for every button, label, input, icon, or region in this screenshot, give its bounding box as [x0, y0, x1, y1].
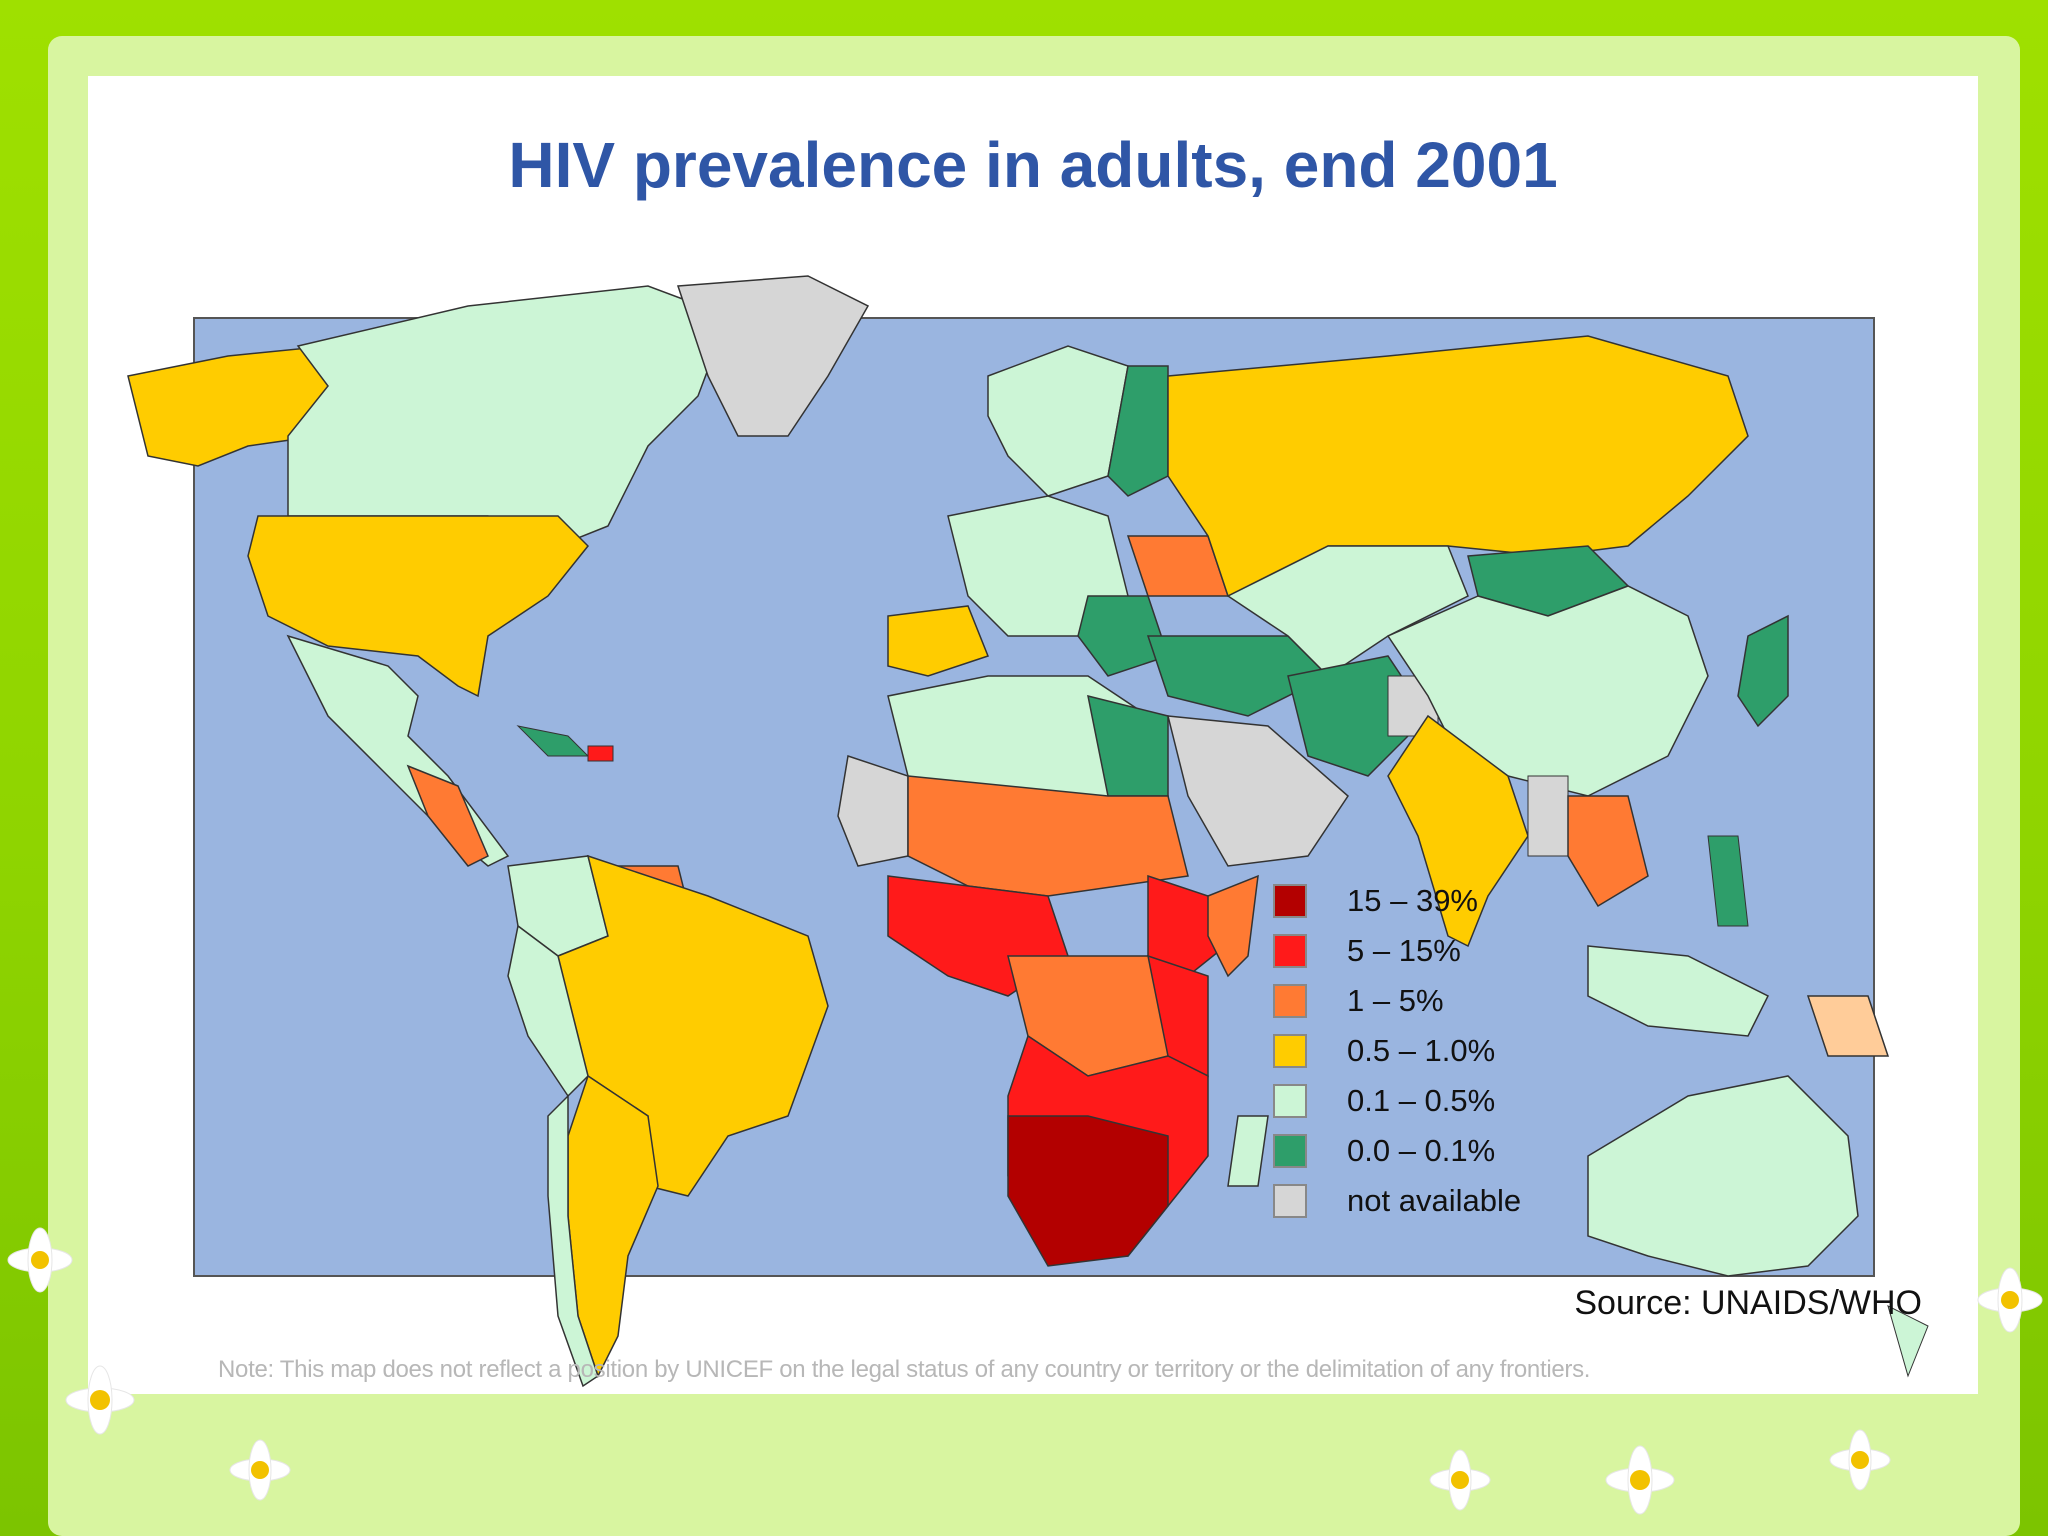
legend-swatch — [1273, 1084, 1307, 1118]
legend-label: 0.0 – 0.1% — [1347, 1133, 1496, 1168]
region-japan — [1737, 614, 1789, 728]
region-central-asia — [1226, 545, 1469, 677]
map-legend: 15 – 39% 5 – 15% 1 – 5% 0.5 – 1.0% 0.1 –… — [1273, 876, 1553, 1226]
legend-item: 0.5 – 1.0% — [1273, 1026, 1553, 1076]
region-philippines — [1707, 835, 1749, 927]
region-turkey-middle-east — [1146, 635, 1330, 717]
legend-swatch — [1273, 934, 1307, 968]
region-somalia — [1207, 874, 1259, 978]
legend-swatch — [1273, 884, 1307, 918]
region-india — [1387, 714, 1529, 948]
region-haiti — [587, 745, 614, 762]
legend-label: 5 – 15% — [1347, 933, 1461, 968]
region-madagascar — [1227, 1115, 1269, 1187]
source-credit: Source: UNAIDS/WHO — [1574, 1284, 1922, 1322]
legend-item: 0.0 – 0.1% — [1273, 1126, 1553, 1176]
region-finland-baltics — [1107, 365, 1169, 497]
legend-label: not available — [1347, 1183, 1522, 1218]
region-west-africa-na — [837, 755, 909, 867]
region-greenland — [676, 275, 870, 437]
region-arabia — [1167, 715, 1349, 867]
legend-item: 5 – 15% — [1273, 926, 1553, 976]
region-new-zealand — [1887, 1305, 1929, 1378]
region-myanmar — [1527, 775, 1569, 857]
map-title: HIV prevalence in adults, end 2001 — [508, 129, 1558, 201]
legend-swatch — [1273, 1184, 1307, 1218]
region-scandinavia — [987, 345, 1129, 497]
region-south-africa-high — [1007, 1115, 1169, 1267]
world-map — [127, 275, 1929, 1388]
region-indonesia — [1587, 945, 1770, 1037]
legend-swatch — [1273, 1134, 1307, 1168]
region-peru-bolivia — [507, 924, 589, 1098]
region-australia — [1587, 1075, 1859, 1277]
legend-label: 0.5 – 1.0% — [1347, 1033, 1496, 1068]
region-canada — [287, 285, 729, 547]
region-eastern-europe — [1077, 595, 1169, 677]
legend-label: 1 – 5% — [1347, 983, 1444, 1018]
region-central-america — [406, 764, 489, 867]
legend-label: 15 – 39% — [1347, 883, 1478, 918]
legend-swatch — [1273, 984, 1307, 1018]
region-spain — [887, 605, 989, 677]
legend-label: 0.1 – 0.5% — [1347, 1083, 1496, 1118]
legend-item: 1 – 5% — [1273, 976, 1553, 1026]
legend-item: not available — [1273, 1176, 1553, 1226]
slide: HIV prevalence in adults, end 2001 — [88, 76, 1978, 1394]
disclaimer-note: Note: This map does not reflect a positi… — [218, 1356, 1591, 1383]
region-chile — [547, 1094, 599, 1388]
legend-swatch — [1273, 1034, 1307, 1068]
region-usa — [247, 515, 590, 698]
legend-item: 0.1 – 0.5% — [1273, 1076, 1553, 1126]
region-sahel — [907, 775, 1189, 897]
legend-item: 15 – 39% — [1273, 876, 1553, 926]
region-png — [1806, 995, 1890, 1057]
region-thailand-cambodia — [1567, 795, 1649, 908]
